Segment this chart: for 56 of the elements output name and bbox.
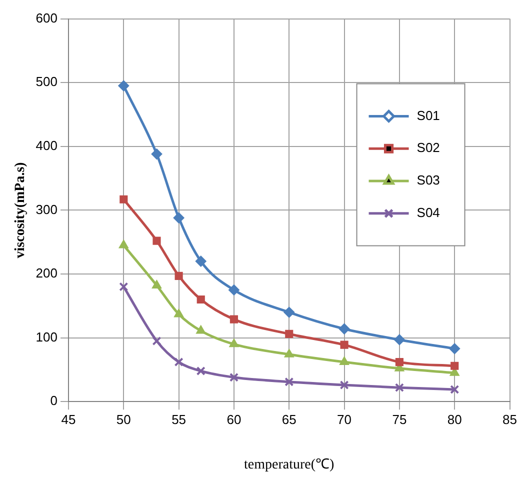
y-tick-label: 400 [36, 138, 58, 153]
point [450, 384, 460, 394]
legend-label: S04 [416, 204, 440, 220]
point [284, 348, 294, 358]
point [229, 372, 239, 382]
point [339, 356, 350, 366]
point [151, 148, 162, 160]
point [118, 80, 130, 92]
legend-label: S02 [416, 140, 440, 156]
y-tick-label: 500 [36, 74, 58, 90]
point [229, 338, 239, 348]
point [285, 330, 294, 338]
point [230, 315, 238, 324]
point [196, 366, 206, 376]
point [119, 282, 128, 292]
legend-label: S03 [416, 172, 440, 188]
y-tick-label: 200 [36, 266, 58, 281]
x-axis-title: temperature(℃) [244, 457, 335, 472]
point [284, 377, 294, 386]
x-tick-label: 45 [61, 412, 76, 427]
y-tick-label: 600 [36, 10, 58, 26]
point [394, 383, 404, 392]
point [395, 358, 404, 366]
point [118, 240, 128, 248]
x-tick-label: 70 [337, 412, 352, 427]
point [120, 195, 128, 204]
point [394, 334, 405, 346]
point [174, 272, 183, 280]
x-tick-label: 60 [226, 412, 242, 427]
y-tick-label: 0 [50, 393, 58, 408]
point [173, 212, 184, 224]
x-tick-label: 85 [502, 412, 518, 427]
x-tick-label: 50 [116, 412, 131, 427]
point [196, 325, 206, 334]
point [228, 284, 240, 296]
y-axis-title: viscosity(mPa.s) [13, 162, 28, 258]
point [152, 236, 161, 245]
point [152, 280, 162, 288]
point [340, 380, 349, 390]
y-tick-label: 100 [36, 329, 58, 344]
point [450, 362, 459, 370]
y-tick-label: 300 [36, 202, 58, 217]
point [338, 323, 350, 334]
point [152, 336, 162, 346]
x-tick-label: 80 [447, 412, 462, 427]
x-tick-label: 75 [392, 412, 407, 427]
point [174, 308, 184, 318]
x-tick-label: 55 [172, 412, 186, 427]
point [195, 256, 206, 267]
point [196, 295, 205, 304]
point [284, 306, 295, 318]
point [449, 343, 460, 354]
point [340, 340, 348, 349]
legend-label: S01 [416, 108, 440, 123]
point [174, 358, 184, 367]
x-tick-label: 65 [282, 412, 296, 427]
